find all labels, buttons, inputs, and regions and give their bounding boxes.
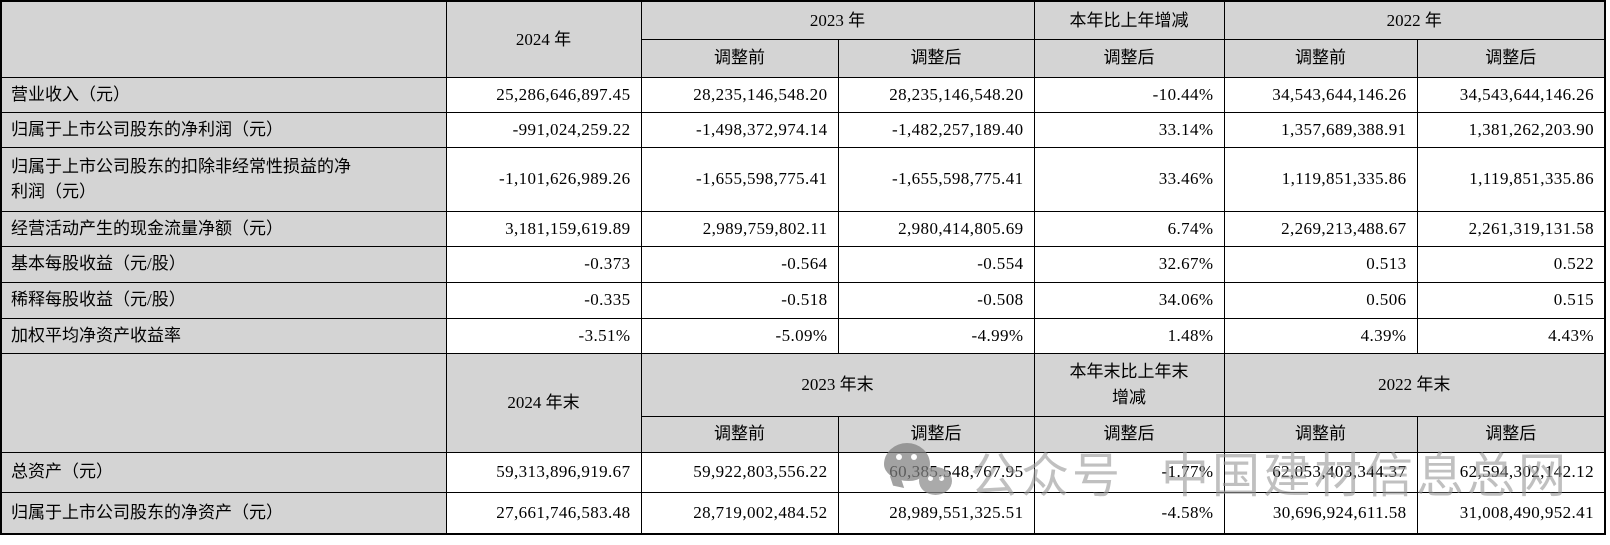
cell-2024: 27,661,746,583.48 (445, 491, 642, 535)
cell-2024: -1,101,626,989.26 (445, 146, 642, 212)
row-net-profit-excl-nonrecurring: 归属于上市公司股东的扣除非经常性损益的净 利润（元） -1,101,626,98… (0, 146, 1606, 212)
cell-2023-after: 28,235,146,548.20 (837, 76, 1035, 113)
row-net-profit: 归属于上市公司股东的净利润（元） -991,024,259.22 -1,498,… (0, 111, 1606, 148)
cell-change: -10.44% (1033, 76, 1225, 113)
col-header-2024-end: 2024 年末 (445, 352, 642, 453)
cell-2024: -0.335 (445, 281, 642, 319)
cell-2023-after: 28,989,551,325.51 (837, 491, 1035, 535)
cell-2023-after: 60,385,548,767.95 (837, 451, 1035, 493)
row-label: 经营活动产生的现金流量净额（元） (0, 210, 447, 247)
cell-change: 33.46% (1033, 146, 1225, 212)
row-basic-eps: 基本每股收益（元/股） -0.373 -0.564 -0.554 32.67% … (0, 245, 1606, 283)
cell-2022-before: 1,357,689,388.91 (1223, 111, 1418, 148)
cell-2023-before: -1,498,372,974.14 (640, 111, 839, 148)
cell-2022-before: 2,269,213,488.67 (1223, 210, 1418, 247)
subheader-2022-end-before: 调整前 (1223, 415, 1418, 453)
subheader-2022-before: 调整前 (1223, 38, 1418, 78)
col-header-2022: 2022 年 (1223, 0, 1606, 40)
cell-change: 32.67% (1033, 245, 1225, 283)
cell-2024: -991,024,259.22 (445, 111, 642, 148)
cell-2023-before: 2,989,759,802.11 (640, 210, 839, 247)
row-label: 归属于上市公司股东的净资产（元） (0, 491, 447, 535)
cell-2023-before: -0.518 (640, 281, 839, 319)
cell-2022-after: 2,261,319,131.58 (1416, 210, 1606, 247)
cell-2023-after: 2,980,414,805.69 (837, 210, 1035, 247)
cell-2024: 3,181,159,619.89 (445, 210, 642, 247)
cell-2024: -3.51% (445, 317, 642, 354)
row-net-assets: 归属于上市公司股东的净资产（元） 27,661,746,583.48 28,71… (0, 491, 1606, 535)
cell-2022-after: 31,008,490,952.41 (1416, 491, 1606, 535)
cell-2023-before: -5.09% (640, 317, 839, 354)
row-label: 归属于上市公司股东的净利润（元） (0, 111, 447, 148)
subheader-2022-after: 调整后 (1416, 38, 1606, 78)
cell-change: -4.58% (1033, 491, 1225, 535)
cell-2023-before: 28,235,146,548.20 (640, 76, 839, 113)
cell-2022-after: 62,594,302,142.12 (1416, 451, 1606, 493)
col-header-2023-end: 2023 年末 (640, 352, 1035, 417)
corner-cell-2 (0, 352, 447, 453)
row-diluted-eps: 稀释每股收益（元/股） -0.335 -0.518 -0.508 34.06% … (0, 281, 1606, 319)
cell-2022-after: 4.43% (1416, 317, 1606, 354)
row-total-assets: 总资产（元） 59,313,896,919.67 59,922,803,556.… (0, 451, 1606, 493)
subheader-2023-after: 调整后 (837, 38, 1035, 78)
cell-change: 6.74% (1033, 210, 1225, 247)
cell-2023-after: -4.99% (837, 317, 1035, 354)
subheader-yearend-change-after: 调整后 (1033, 415, 1225, 453)
cell-2023-after: -0.554 (837, 245, 1035, 283)
row-weighted-roe: 加权平均净资产收益率 -3.51% -5.09% -4.99% 1.48% 4.… (0, 317, 1606, 354)
cell-2022-before: 0.513 (1223, 245, 1418, 283)
cell-2022-after: 0.522 (1416, 245, 1606, 283)
financial-summary-table: 2024 年 2023 年 本年比上年增减 2022 年 调整前 调整后 调整后… (0, 0, 1606, 535)
cell-2024: 59,313,896,919.67 (445, 451, 642, 493)
cell-2022-before: 0.506 (1223, 281, 1418, 319)
subheader-2023-end-before: 调整前 (640, 415, 839, 453)
subheader-change-after: 调整后 (1033, 38, 1225, 78)
cell-2023-before: -0.564 (640, 245, 839, 283)
cell-2022-before: 34,543,644,146.26 (1223, 76, 1418, 113)
col-header-yearend-change: 本年末比上年末 增减 (1033, 352, 1225, 417)
row-label: 营业收入（元） (0, 76, 447, 113)
cell-2024: 25,286,646,897.45 (445, 76, 642, 113)
cell-2022-before: 4.39% (1223, 317, 1418, 354)
row-operating-cashflow: 经营活动产生的现金流量净额（元） 3,181,159,619.89 2,989,… (0, 210, 1606, 247)
cell-2023-before: 28,719,002,484.52 (640, 491, 839, 535)
row-label: 稀释每股收益（元/股） (0, 281, 447, 319)
cell-change: 34.06% (1033, 281, 1225, 319)
col-header-2024: 2024 年 (445, 0, 642, 78)
cell-2022-before: 62,053,403,344.37 (1223, 451, 1418, 493)
subheader-2023-end-after: 调整后 (837, 415, 1035, 453)
cell-change: -1.77% (1033, 451, 1225, 493)
cell-2023-after: -0.508 (837, 281, 1035, 319)
cell-2022-after: 1,119,851,335.86 (1416, 146, 1606, 212)
cell-2023-before: -1,655,598,775.41 (640, 146, 839, 212)
cell-2022-before: 30,696,924,611.58 (1223, 491, 1418, 535)
subheader-2023-before: 调整前 (640, 38, 839, 78)
row-label: 归属于上市公司股东的扣除非经常性损益的净 利润（元） (0, 146, 447, 212)
col-header-2023: 2023 年 (640, 0, 1035, 40)
row-revenue: 营业收入（元） 25,286,646,897.45 28,235,146,548… (0, 76, 1606, 113)
cell-2023-before: 59,922,803,556.22 (640, 451, 839, 493)
col-header-2022-end: 2022 年末 (1223, 352, 1606, 417)
subheader-2022-end-after: 调整后 (1416, 415, 1606, 453)
header-row-adjustments: 调整前 调整后 调整后 调整前 调整后 (1, 38, 1606, 78)
cell-2023-after: -1,655,598,775.41 (837, 146, 1035, 212)
corner-cell (0, 0, 447, 78)
row-label: 总资产（元） (0, 451, 447, 493)
cell-change: 33.14% (1033, 111, 1225, 148)
header-row-years: 2024 年 2023 年 本年比上年增减 2022 年 (0, 0, 1606, 78)
header-row-yearend: 2024 年末 2023 年末 本年末比上年末 增减 2022 年末 (0, 352, 1606, 453)
cell-change: 1.48% (1033, 317, 1225, 354)
cell-2023-after: -1,482,257,189.40 (837, 111, 1035, 148)
cell-2022-after: 0.515 (1416, 281, 1606, 319)
col-header-change: 本年比上年增减 (1033, 0, 1225, 40)
cell-2022-after: 1,381,262,203.90 (1416, 111, 1606, 148)
row-label: 加权平均净资产收益率 (0, 317, 447, 354)
cell-2022-before: 1,119,851,335.86 (1223, 146, 1418, 212)
cell-2022-after: 34,543,644,146.26 (1416, 76, 1606, 113)
cell-2024: -0.373 (445, 245, 642, 283)
row-label: 基本每股收益（元/股） (0, 245, 447, 283)
header-row-yearend-adjustments: 调整前 调整后 调整后 调整前 调整后 (1, 415, 1606, 453)
